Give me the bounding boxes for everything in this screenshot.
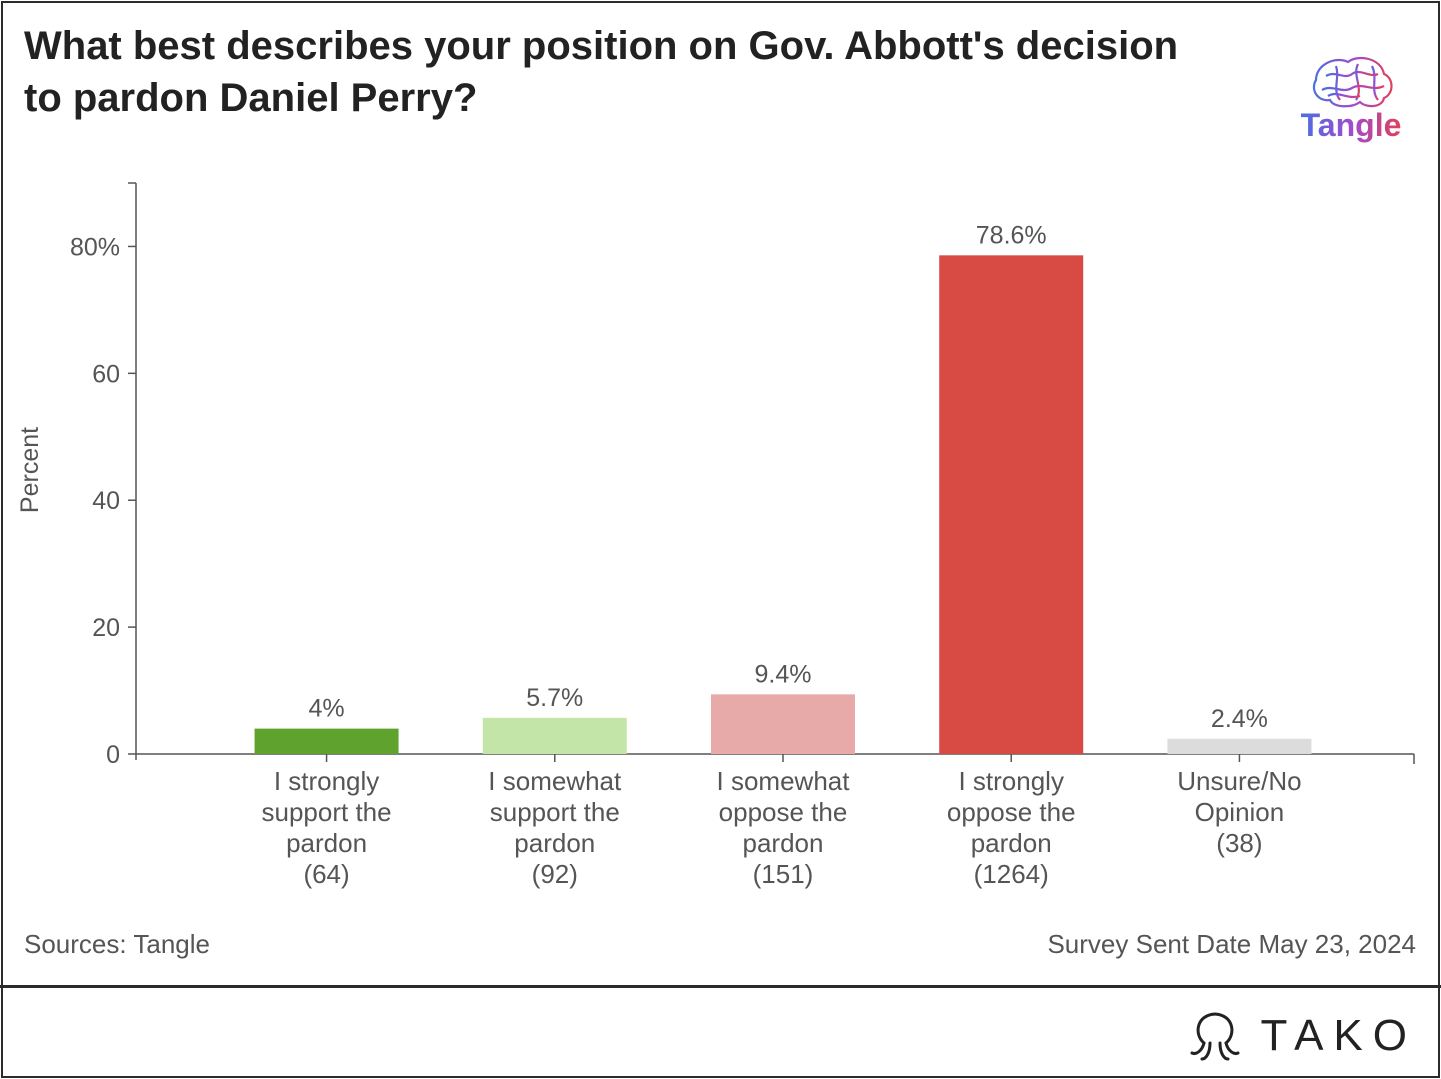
y-tick-label: 60 (92, 360, 120, 388)
tako-wordmark: TAKO (1260, 1011, 1417, 1060)
bar-value-label: 2.4% (1211, 705, 1268, 733)
y-axis-title: Percent (16, 427, 44, 513)
x-category-label-line: support the (262, 797, 392, 827)
x-category-label-line: pardon (286, 828, 367, 858)
x-category-label-line: pardon (743, 828, 824, 858)
y-tick-label: 20 (92, 614, 120, 642)
tako-octopus-icon (1190, 1012, 1240, 1061)
x-category-label-line: I somewhat (717, 766, 851, 796)
bar (254, 728, 399, 754)
chart-marks: 4%I strongly support the pardon (64)5.7%I s… (254, 221, 1312, 889)
bar-value-label: 78.6% (976, 221, 1047, 249)
x-category-label-line: Unsure/No (1177, 766, 1301, 796)
sources-note: Sources: Tangle (24, 929, 210, 959)
tangle-wordmark: Tangle (1301, 107, 1402, 143)
x-category-label: I strongly oppose the pardon (1264) (947, 766, 1076, 889)
y-tick-label: 80% (70, 233, 120, 261)
x-category-label-line: oppose the (719, 797, 848, 827)
y-tick-label: 40 (92, 487, 120, 515)
bar (482, 717, 627, 754)
brain-icon: Tangle (1301, 56, 1402, 143)
x-category-label-line: Opinion (1195, 797, 1285, 827)
x-category-label-line: support the (490, 797, 620, 827)
bar-value-label: 9.4% (755, 660, 812, 688)
x-category-label: I strongly support the pardon (64) (262, 766, 392, 889)
axes: 0 20 40 60 80% (70, 182, 1415, 769)
survey-date-note: Survey Sent Date May 23, 2024 (1047, 929, 1416, 959)
x-category-label-line: (151) (753, 859, 814, 889)
tako-logo: TAKO (1188, 1008, 1417, 1064)
footer-divider (0, 985, 1441, 988)
x-category-label-line: (64) (303, 859, 349, 889)
x-category-label-line: oppose the (947, 797, 1076, 827)
x-category-label-line: pardon (971, 828, 1052, 858)
bar (939, 255, 1084, 754)
x-category-label: Unsure/No Opinion (38) (1177, 766, 1301, 858)
x-category-label-line: pardon (514, 828, 595, 858)
x-category-label: I somewhat oppose the pardon (151) (717, 766, 851, 889)
bar (1167, 738, 1312, 754)
bar (711, 694, 855, 754)
x-category-label: I somewhat support the pardon (92) (488, 766, 622, 889)
x-category-label-line: I strongly (274, 766, 380, 796)
bar-value-label: 5.7% (526, 684, 583, 712)
bar-value-label: 4% (309, 695, 345, 723)
x-category-label-line: I somewhat (488, 766, 622, 796)
x-category-label-line: (38) (1216, 828, 1262, 858)
y-tick-label: 0 (106, 741, 120, 769)
tangle-logo: Tangle (1286, 50, 1416, 150)
chart-title: What best describes your position on Gov… (24, 24, 1179, 120)
x-category-label-line: (92) (532, 859, 578, 889)
x-category-label-line: I strongly (958, 766, 1064, 796)
x-category-label-line: (1264) (974, 859, 1049, 889)
